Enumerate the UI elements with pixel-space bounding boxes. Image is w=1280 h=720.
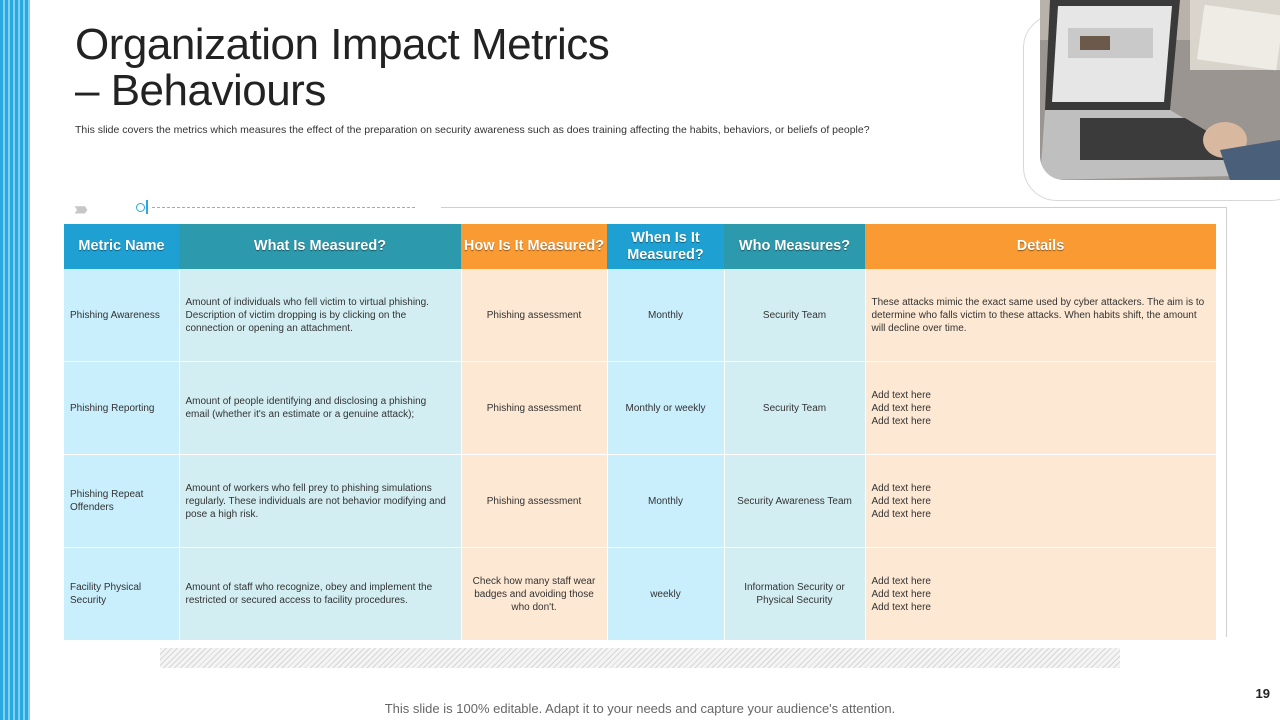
cell-metric-name: Phishing Awareness [64, 269, 180, 362]
details-line: Add text here [871, 575, 931, 587]
cell-how-measured: Phishing assessment [461, 454, 608, 548]
cell-who-measures: Security Awareness Team [724, 454, 866, 548]
footer-note: This slide is 100% editable. Adapt it to… [384, 701, 896, 716]
divider-line [441, 207, 1227, 208]
details-line: Add text here [871, 389, 931, 401]
cell-what-measured: Amount of people identifying and disclos… [179, 361, 462, 455]
hatched-decoration [160, 648, 1120, 668]
cell-who-measures: Security Team [724, 269, 866, 362]
cell-when-measured: weekly [607, 547, 725, 641]
left-accent-bar [0, 0, 30, 720]
header-who-measures: Who Measures? [724, 224, 865, 269]
table-row: Facility Physical Security Amount of sta… [64, 547, 1217, 641]
cell-details: Add text here Add text here Add text her… [865, 454, 1217, 548]
header-how-measured: How Is It Measured? [461, 224, 607, 269]
slide-subtitle: This slide covers the metrics which meas… [75, 124, 870, 136]
cell-details: These attacks mimic the exact same used … [865, 269, 1217, 362]
details-line: These attacks mimic the exact same used … [871, 296, 1205, 334]
cell-who-measures: Security Team [724, 361, 866, 455]
cell-metric-name: Phishing Reporting [64, 361, 180, 455]
header-details: Details [865, 224, 1216, 269]
cell-what-measured: Amount of workers who fell prey to phish… [179, 454, 462, 548]
page-number: 19 [1255, 686, 1270, 701]
cell-how-measured: Check how many staff wear badges and avo… [461, 547, 608, 641]
details-line: Add text here [871, 508, 931, 520]
details-line: Add text here [871, 588, 931, 600]
slide-title: Organization Impact Metrics – Behaviours [75, 20, 610, 115]
details-line: Add text here [871, 402, 931, 414]
cell-what-measured: Amount of individuals who fell victim to… [179, 269, 462, 362]
cell-when-measured: Monthly [607, 454, 725, 548]
chevron-decoration: ››››› [74, 199, 88, 219]
metrics-table: Metric Name What Is Measured? How Is It … [64, 224, 1217, 641]
circle-decoration [136, 203, 145, 212]
table-row: Phishing Awareness Amount of individuals… [64, 269, 1217, 362]
cell-who-measures: Information Security or Physical Securit… [724, 547, 866, 641]
cell-details: Add text here Add text here Add text her… [865, 361, 1217, 455]
cell-when-measured: Monthly or weekly [607, 361, 725, 455]
cell-details: Add text here Add text here Add text her… [865, 547, 1217, 641]
cell-how-measured: Phishing assessment [461, 269, 608, 362]
table-row: Phishing Reporting Amount of people iden… [64, 361, 1217, 455]
tick-decoration [146, 200, 148, 214]
cell-metric-name: Phishing Repeat Offenders [64, 454, 180, 548]
cell-metric-name: Facility Physical Security [64, 547, 180, 641]
details-line: Add text here [871, 482, 931, 494]
details-line: Add text here [871, 495, 931, 507]
header-what-measured: What Is Measured? [179, 224, 461, 269]
cell-when-measured: Monthly [607, 269, 725, 362]
laptop-photo [1040, 0, 1280, 180]
table-row: Phishing Repeat Offenders Amount of work… [64, 454, 1217, 548]
cell-what-measured: Amount of staff who recognize, obey and … [179, 547, 462, 641]
divider-vertical-line [1226, 207, 1227, 637]
dashed-line [152, 207, 415, 208]
details-line: Add text here [871, 415, 931, 427]
table-header-row: Metric Name What Is Measured? How Is It … [64, 224, 1216, 269]
cell-how-measured: Phishing assessment [461, 361, 608, 455]
details-line: Add text here [871, 601, 931, 613]
header-metric-name: Metric Name [64, 224, 179, 269]
header-when-measured: When Is It Measured? [607, 224, 724, 269]
